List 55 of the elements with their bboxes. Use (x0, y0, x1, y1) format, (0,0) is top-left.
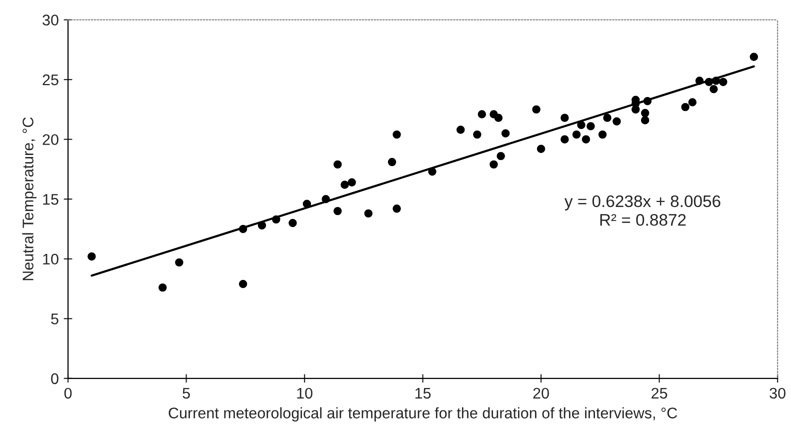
point (572, 130, 581, 139)
point (532, 105, 540, 114)
point (175, 258, 184, 267)
point (158, 283, 167, 292)
x-tick-label: 30 (770, 388, 786, 399)
point (478, 110, 486, 118)
point (688, 98, 697, 106)
point (560, 114, 569, 122)
point (334, 206, 342, 216)
x-tick-label: 25 (652, 388, 668, 399)
point (348, 178, 356, 186)
point (494, 114, 503, 122)
point (388, 158, 396, 166)
point (288, 218, 297, 228)
y-tick-label: 10 (43, 254, 58, 265)
y-tick-label: 30 (42, 14, 58, 26)
x-tick-label: 10 (297, 388, 312, 399)
x-tick-label: 20 (533, 388, 549, 399)
point (719, 78, 728, 86)
x-tick-label: 5 (182, 388, 190, 399)
point (586, 122, 595, 130)
y-axis-title: Neutral Temperature, °C (22, 117, 36, 280)
x-axis-title: Current meteorological air temperature for the duration of the interviews, °C (168, 407, 678, 422)
point (681, 102, 690, 112)
x-tick-label: 0 (64, 388, 72, 399)
y-tick-label: 25 (42, 74, 58, 86)
point (612, 117, 621, 126)
point (641, 108, 650, 118)
point (641, 116, 650, 124)
y-tick-label: 5 (51, 314, 58, 324)
point (238, 280, 248, 288)
point (710, 85, 718, 94)
point (496, 152, 505, 160)
point (750, 52, 758, 61)
point (582, 135, 590, 144)
point (490, 160, 498, 169)
point (473, 130, 482, 139)
x-tick-label: 15 (415, 388, 431, 399)
point (392, 204, 401, 213)
annotation: R² = 0.8872 (600, 214, 686, 226)
y-tick-label: 0 (51, 373, 58, 384)
point (88, 252, 96, 261)
point (501, 129, 510, 138)
point (456, 126, 465, 134)
y-tick-label: 20 (42, 134, 58, 146)
annotation: y = 0.6238x + 8.0056 (564, 195, 720, 210)
point (536, 144, 546, 154)
point (598, 130, 607, 139)
point (392, 130, 401, 139)
point (334, 160, 342, 169)
point (364, 209, 372, 218)
point (560, 135, 569, 144)
point (603, 114, 612, 122)
y-tick-label: 15 (43, 194, 58, 205)
point (340, 180, 349, 189)
